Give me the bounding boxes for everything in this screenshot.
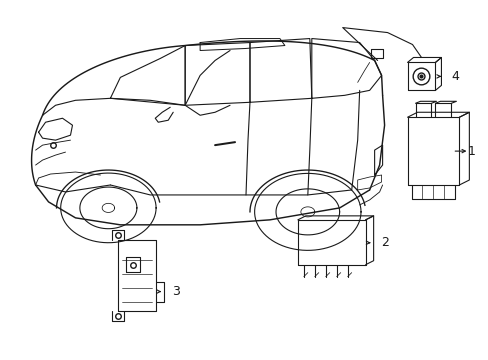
Text: 3: 3 <box>172 285 180 298</box>
Text: 4: 4 <box>450 70 458 83</box>
Text: 2: 2 <box>381 236 388 249</box>
Text: 1: 1 <box>467 145 474 158</box>
